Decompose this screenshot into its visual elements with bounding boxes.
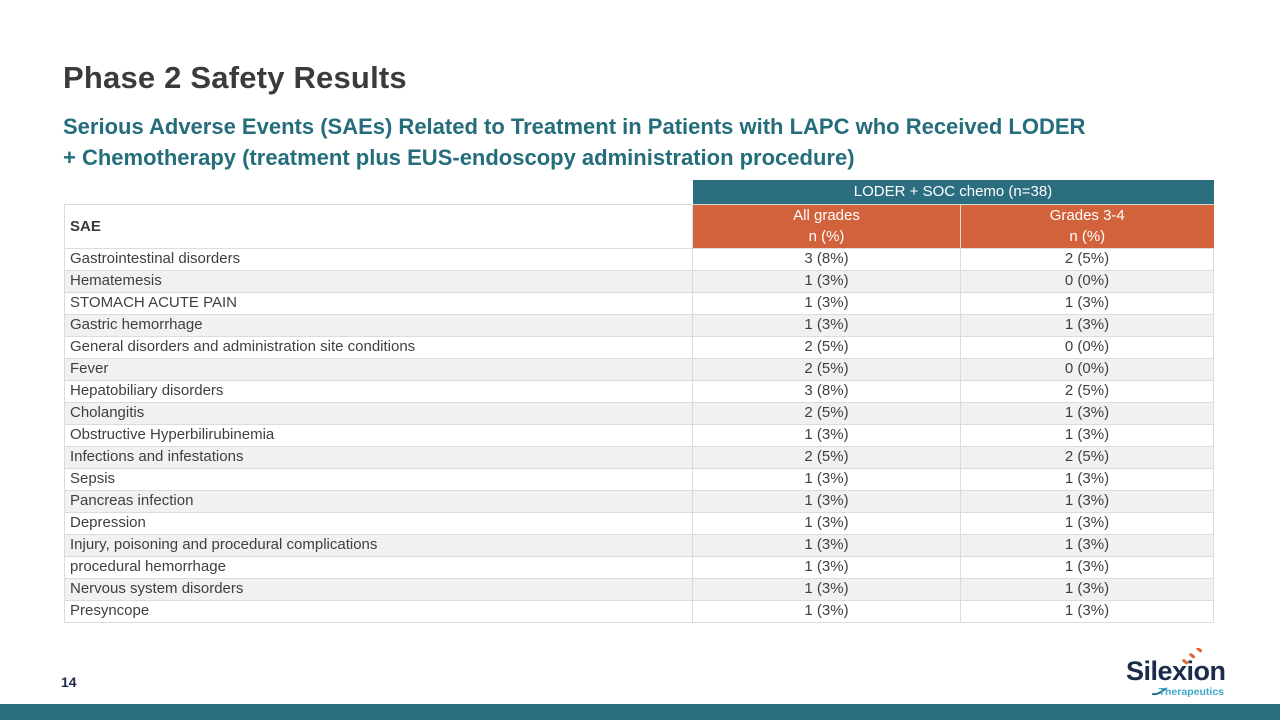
subtitle-line-2: + Chemotherapy (treatment plus EUS-endos… <box>63 145 855 170</box>
sae-column-header: SAE <box>64 203 693 249</box>
row-sae-cell: Hepatobiliary disorders <box>64 379 693 403</box>
page-title: Phase 2 Safety Results <box>63 60 407 95</box>
table-row: Infections and infestations 2 (5%) 2 (5%) <box>64 445 1215 469</box>
grades-3-4-label: Grades 3-4 <box>1049 207 1125 224</box>
row-grades-3-4-cell: 1 (3%) <box>959 423 1215 447</box>
row-all-grades-cell: 1 (3%) <box>692 511 961 535</box>
table-row: Obstructive Hyperbilirubinemia 1 (3%) 1 (3… <box>64 423 1215 447</box>
row-sae-cell: Infections and infestations <box>64 445 693 469</box>
logo-swoosh-icon <box>1152 688 1166 696</box>
row-all-grades-cell: 1 (3%) <box>692 313 961 337</box>
row-sae-cell: Injury, poisoning and procedural complic… <box>64 533 693 557</box>
row-sae-cell: Hematemesis <box>64 269 693 293</box>
row-grades-3-4-cell: 1 (3%) <box>959 489 1215 513</box>
table-row: Presyncope 1 (3%) 1 (3%) <box>64 599 1215 623</box>
row-sae-cell: Depression <box>64 511 693 535</box>
row-sae-cell: Gastrointestinal disorders <box>64 247 693 271</box>
sae-table: LODER + SOC chemo (n=38) SAE All grades … <box>64 180 1215 623</box>
footer-accent-bar <box>0 704 1280 720</box>
grades-3-4-sublabel: n (%) <box>1069 228 1106 245</box>
row-grades-3-4-cell: 1 (3%) <box>959 555 1215 579</box>
row-grades-3-4-cell: 0 (0%) <box>959 335 1215 359</box>
row-sae-cell: STOMACH ACUTE PAIN <box>64 291 693 315</box>
row-grades-3-4-cell: 1 (3%) <box>959 533 1215 557</box>
row-grades-3-4-cell: 1 (3%) <box>959 577 1215 601</box>
grades-3-4-column-header: Grades 3-4 n (%) <box>959 203 1214 249</box>
table-row: Fever 2 (5%) 0 (0%) <box>64 357 1215 381</box>
all-grades-label: All grades <box>793 207 860 224</box>
row-sae-cell: Cholangitis <box>64 401 693 425</box>
logo-wordmark: Silexion <box>1126 656 1226 686</box>
corner-cell <box>64 180 693 204</box>
row-all-grades-cell: 1 (3%) <box>692 555 961 579</box>
row-grades-3-4-cell: 0 (0%) <box>959 357 1215 381</box>
row-all-grades-cell: 2 (5%) <box>692 335 961 359</box>
row-all-grades-cell: 1 (3%) <box>692 291 961 315</box>
row-all-grades-cell: 3 (8%) <box>692 379 961 403</box>
group-header-row: LODER + SOC chemo (n=38) <box>64 180 1214 204</box>
column-header-row: SAE All grades n (%) Grades 3-4 n (%) <box>64 203 1214 249</box>
table-row: Cholangitis 2 (5%) 1 (3%) <box>64 401 1215 425</box>
row-grades-3-4-cell: 1 (3%) <box>959 313 1215 337</box>
table-body: Gastrointestinal disorders 3 (8%) 2 (5%) He… <box>64 247 1215 623</box>
slide-subtitle: Serious Adverse Events (SAEs) Related to… <box>63 111 1085 173</box>
row-all-grades-cell: 1 (3%) <box>692 533 961 557</box>
row-sae-cell: Obstructive Hyperbilirubinemia <box>64 423 693 447</box>
row-grades-3-4-cell: 2 (5%) <box>959 379 1215 403</box>
table-row: procedural hemorrhage 1 (3%) 1 (3%) <box>64 555 1215 579</box>
row-grades-3-4-cell: 1 (3%) <box>959 467 1215 491</box>
row-sae-cell: Fever <box>64 357 693 381</box>
table-row: Hepatobiliary disorders 3 (8%) 2 (5%) <box>64 379 1215 403</box>
table-row: Sepsis 1 (3%) 1 (3%) <box>64 467 1215 491</box>
silexion-logo: Silexion Therapeutics <box>1126 648 1226 700</box>
table-row: General disorders and administration sit… <box>64 335 1215 359</box>
row-all-grades-cell: 3 (8%) <box>692 247 961 271</box>
row-grades-3-4-cell: 1 (3%) <box>959 599 1215 623</box>
row-sae-cell: Pancreas infection <box>64 489 693 513</box>
row-all-grades-cell: 1 (3%) <box>692 489 961 513</box>
row-all-grades-cell: 2 (5%) <box>692 401 961 425</box>
table-row: Pancreas infection 1 (3%) 1 (3%) <box>64 489 1215 513</box>
logo-tagline: Therapeutics <box>1158 686 1224 698</box>
table-row: STOMACH ACUTE PAIN 1 (3%) 1 (3%) <box>64 291 1215 315</box>
all-grades-sublabel: n (%) <box>808 228 845 245</box>
row-all-grades-cell: 1 (3%) <box>692 577 961 601</box>
table-row: Hematemesis 1 (3%) 0 (0%) <box>64 269 1215 293</box>
sae-table-container: LODER + SOC chemo (n=38) SAE All grades … <box>64 180 1215 623</box>
all-grades-column-header: All grades n (%) <box>692 203 961 249</box>
table-row: Gastric hemorrhage 1 (3%) 1 (3%) <box>64 313 1215 337</box>
row-grades-3-4-cell: 1 (3%) <box>959 511 1215 535</box>
table-row: Depression 1 (3%) 1 (3%) <box>64 511 1215 535</box>
row-grades-3-4-cell: 0 (0%) <box>959 269 1215 293</box>
row-grades-3-4-cell: 1 (3%) <box>959 401 1215 425</box>
row-all-grades-cell: 2 (5%) <box>692 445 961 469</box>
row-all-grades-cell: 1 (3%) <box>692 269 961 293</box>
row-all-grades-cell: 1 (3%) <box>692 599 961 623</box>
row-all-grades-cell: 2 (5%) <box>692 357 961 381</box>
row-sae-cell: Sepsis <box>64 467 693 491</box>
row-sae-cell: procedural hemorrhage <box>64 555 693 579</box>
subtitle-line-1: Serious Adverse Events (SAEs) Related to… <box>63 114 1086 139</box>
group-header-cell: LODER + SOC chemo (n=38) <box>692 180 1214 204</box>
row-sae-cell: Nervous system disorders <box>64 577 693 601</box>
row-sae-cell: Gastric hemorrhage <box>64 313 693 337</box>
row-sae-cell: Presyncope <box>64 599 693 623</box>
row-grades-3-4-cell: 1 (3%) <box>959 291 1215 315</box>
page-number: 14 <box>61 674 77 690</box>
row-grades-3-4-cell: 2 (5%) <box>959 247 1215 271</box>
row-sae-cell: General disorders and administration sit… <box>64 335 693 359</box>
table-row: Gastrointestinal disorders 3 (8%) 2 (5%) <box>64 247 1215 271</box>
row-grades-3-4-cell: 2 (5%) <box>959 445 1215 469</box>
row-all-grades-cell: 1 (3%) <box>692 467 961 491</box>
table-row: Injury, poisoning and procedural complic… <box>64 533 1215 557</box>
logo-dashes-icon <box>1182 648 1203 665</box>
table-row: Nervous system disorders 1 (3%) 1 (3%) <box>64 577 1215 601</box>
row-all-grades-cell: 1 (3%) <box>692 423 961 447</box>
